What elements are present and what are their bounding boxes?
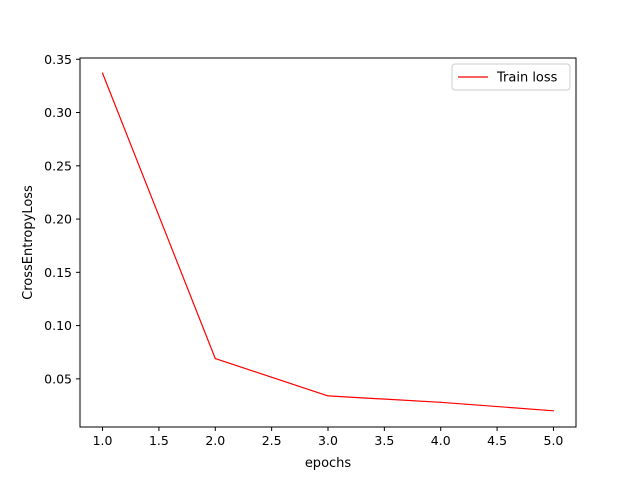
x-tick-label: 5.0 [544, 433, 564, 448]
legend-label: Train loss [496, 71, 558, 86]
x-tick-label: 1.5 [149, 433, 169, 448]
data-point [101, 72, 104, 74]
x-tick-label: 3.5 [374, 433, 394, 448]
y-tick-label: 0.35 [44, 52, 72, 67]
y-tick-label: 0.15 [44, 265, 72, 280]
y-tick-label: 0.25 [44, 158, 72, 173]
series-lines [101, 72, 555, 412]
axes-frame [79, 57, 577, 428]
y-tick-label: 0.05 [44, 371, 72, 386]
x-tick-label: 4.5 [487, 433, 507, 448]
x-tick-label: 2.0 [205, 433, 225, 448]
x-tick-label: 4.0 [431, 433, 451, 448]
data-point [327, 395, 329, 397]
legend: Train loss [451, 63, 571, 91]
y-tick-label: 0.30 [44, 105, 72, 120]
y-tick-label: 0.10 [44, 318, 72, 333]
x-tick-label: 3.0 [318, 433, 338, 448]
y-tick-label: 0.20 [44, 212, 72, 227]
x-axis-label: epochs [305, 456, 352, 471]
x-tick-label: 1.0 [93, 433, 113, 448]
axis-ticks: 1.0 1.5 2.0 2.5 3.0 3.5 4.0 4.5 5.0 0.05 0.10 0.15 0… [44, 52, 563, 448]
data-point [440, 401, 442, 403]
data-point [214, 358, 216, 360]
x-tick-label: 2.5 [262, 433, 282, 448]
data-point [552, 410, 555, 412]
legend-box [451, 63, 571, 91]
y-axis-label: CrossEntropyLoss [21, 185, 36, 300]
